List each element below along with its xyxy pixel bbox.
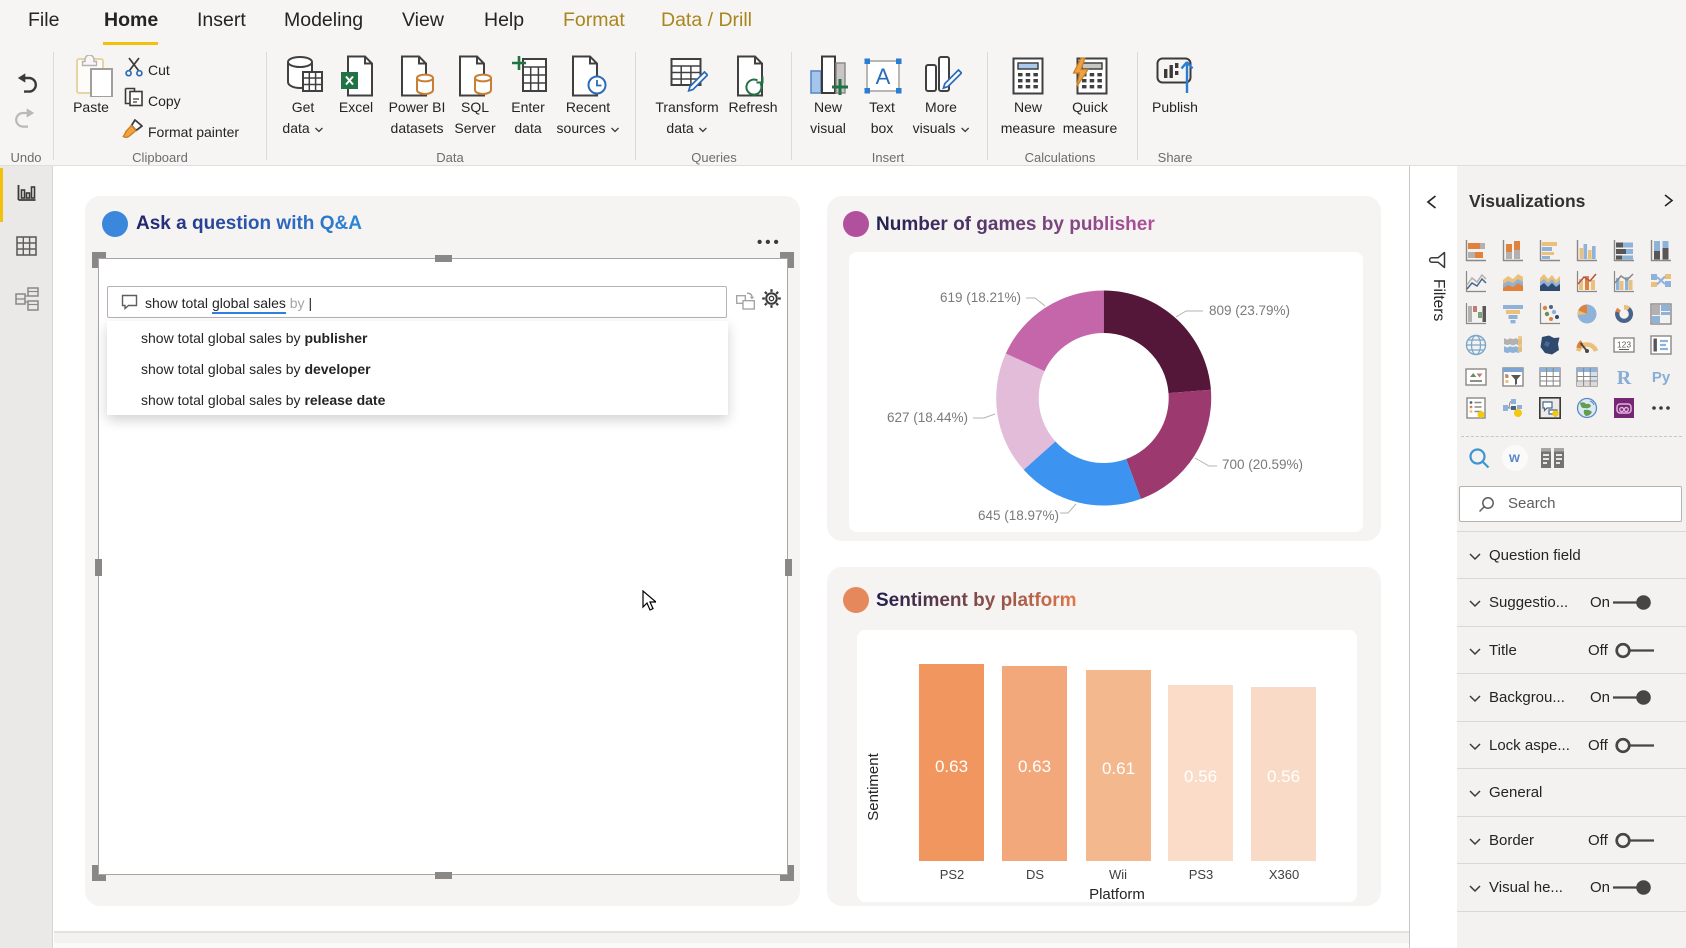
svg-text:123: 123 (1617, 340, 1631, 350)
svg-text:Py: Py (1652, 369, 1671, 386)
svg-text:A: A (876, 64, 891, 89)
svg-text:R: R (1617, 367, 1632, 388)
